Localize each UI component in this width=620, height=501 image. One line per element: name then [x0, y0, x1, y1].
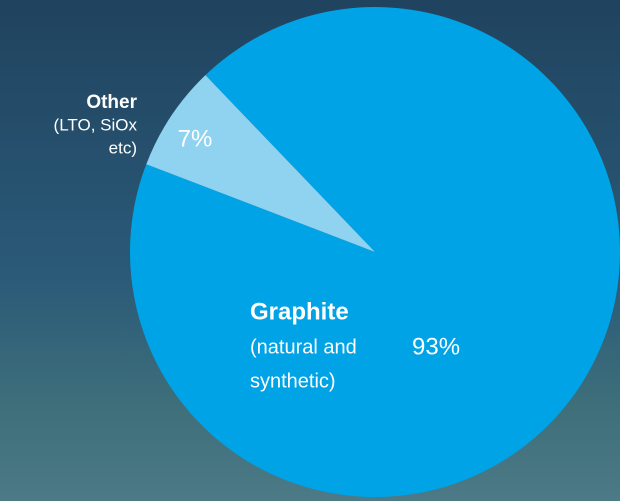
pie: [129, 6, 620, 497]
pie-slice: [146, 75, 375, 252]
category-label: Other: [86, 92, 137, 113]
labels: Graphite (natural and synthetic) 93% Other (L…: [54, 92, 461, 392]
category-description: (natural and: [250, 336, 357, 358]
category-label: Graphite: [250, 298, 349, 325]
category-description: (LTO, SiOx: [54, 115, 138, 134]
value-label: 7%: [178, 125, 213, 152]
pie-slice: [129, 6, 620, 497]
category-description: synthetic): [250, 370, 336, 392]
category-description: etc): [109, 138, 137, 157]
value-label: 93%: [412, 333, 460, 360]
